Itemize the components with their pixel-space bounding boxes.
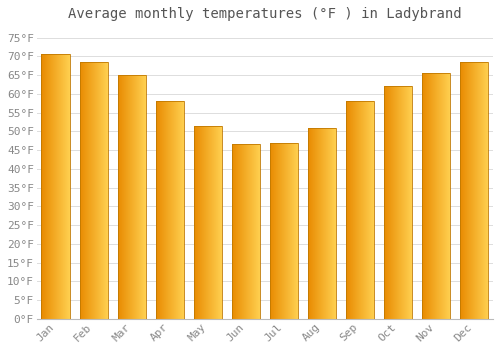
Bar [460,62,488,319]
Bar [346,101,374,319]
Bar [156,101,184,319]
Bar [80,62,108,319]
Bar [194,126,222,319]
Bar [384,86,412,319]
Bar [422,73,450,319]
Bar [308,127,336,319]
Bar [118,75,146,319]
Bar [232,145,260,319]
Title: Average monthly temperatures (°F ) in Ladybrand: Average monthly temperatures (°F ) in La… [68,7,462,21]
Bar [42,54,70,319]
Bar [270,142,298,319]
